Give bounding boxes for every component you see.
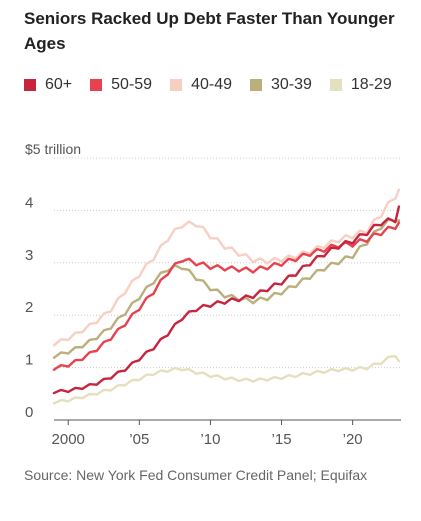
legend-label: 18-29 [350, 76, 392, 93]
legend-swatch [24, 79, 36, 91]
legend-item-30-39: 30-39 [249, 75, 312, 95]
series-line-60+ [52, 205, 401, 395]
legend-label: 30-39 [270, 76, 312, 93]
legend-label: 50-59 [111, 76, 153, 93]
series-line-18-29 [52, 355, 401, 405]
legend-item-18-29: 18-29 [329, 75, 392, 95]
x-tick-label: ’20 [343, 431, 363, 448]
legend-item-60+: 60+ [24, 75, 72, 95]
chart-title: Seniors Racked Up Debt Faster Than Young… [24, 9, 395, 53]
y-tick-label: 4 [25, 194, 33, 211]
x-tick-label: ’05 [129, 431, 149, 448]
legend-swatch [329, 79, 342, 91]
legend-swatch [170, 79, 183, 91]
y-tick-label: 2 [25, 299, 33, 316]
chart-legend: 60+ 50-59 40-49 30-39 18-29 [24, 75, 404, 95]
x-tick-label: ’10 [200, 431, 220, 448]
series-line-30-39 [52, 218, 401, 359]
y-tick-label: 1 [25, 352, 33, 369]
legend-label: 60+ [45, 76, 73, 93]
x-tick-label: 2000 [52, 431, 85, 448]
legend-label: 40-49 [191, 76, 232, 93]
legend-item-40-49: 40-49 [170, 75, 232, 95]
y-tick-label: 3 [25, 247, 33, 264]
legend-swatch [249, 79, 262, 91]
source-note: Source: New York Fed Consumer Credit Pan… [24, 467, 368, 483]
y-tick-label: 0 [25, 404, 33, 421]
series-line-40-49 [52, 188, 401, 347]
y-tick-label: $5 trillion [25, 141, 81, 157]
x-tick-label: ’15 [272, 431, 292, 448]
legend-swatch [90, 79, 103, 91]
legend-item-50-59: 50-59 [90, 75, 152, 95]
